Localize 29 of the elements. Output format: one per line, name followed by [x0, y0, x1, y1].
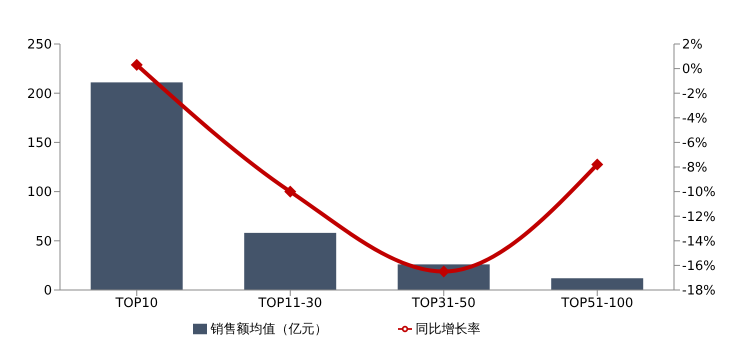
point: [130, 58, 143, 71]
point: [284, 186, 296, 198]
y-tick-label: 250: [27, 38, 52, 53]
y-tick-label: 100: [27, 185, 52, 200]
bar: [244, 232, 336, 290]
x-tick-label: TOP11-30: [257, 296, 322, 312]
y-tick-label: 0: [44, 284, 52, 299]
y2-tick-label: -14%: [682, 234, 716, 250]
x-tick-label: TOP51-100: [560, 296, 634, 312]
y2-tick-label: -2%: [682, 86, 708, 102]
x-tick-label: TOP31-50: [410, 296, 476, 312]
y-tick-label: 200: [27, 86, 52, 102]
y2-tick-label: -12%: [682, 210, 716, 225]
legend-label: 销售额均值（亿元）: [210, 322, 328, 337]
legend-label: 同比增长率: [416, 322, 480, 337]
y-tick-label: 50: [35, 234, 52, 250]
x-tick-label: TOP10: [114, 296, 158, 312]
y2-tick-label: -18%: [682, 284, 716, 299]
bar: [90, 82, 183, 290]
y2-tick-label: -6%: [682, 136, 708, 152]
y2-tick-label: 0%: [682, 62, 703, 78]
y2-tick-label: -10%: [682, 185, 716, 200]
bar: [551, 278, 644, 290]
y2-tick-label: -16%: [682, 259, 716, 274]
y2-tick-label: 2%: [682, 38, 703, 53]
y2-tick-label: -8%: [682, 160, 708, 176]
y2-tick-label: -4%: [682, 111, 708, 126]
y-tick-label: 150: [27, 136, 52, 152]
point: [591, 158, 604, 171]
